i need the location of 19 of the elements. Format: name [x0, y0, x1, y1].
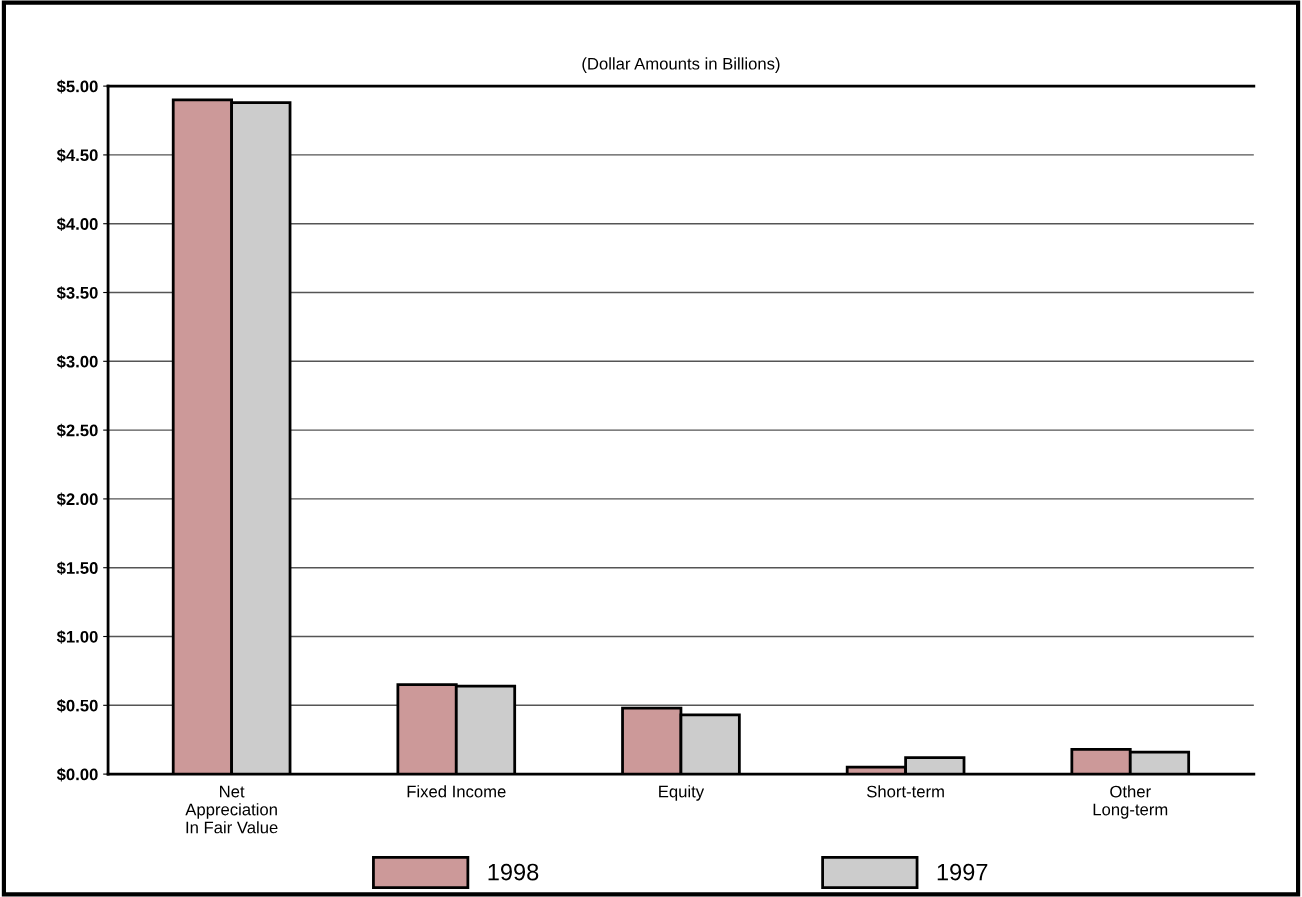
y-tick-label: $0.50 — [56, 698, 98, 713]
y-tick-label: $3.50 — [56, 286, 98, 300]
y-tick-label: $5.00 — [56, 79, 98, 94]
chart-title: (Dollar Amounts in Billions) — [582, 57, 780, 73]
legend-label: 1997 — [937, 863, 988, 881]
x-tick-label: Short-term — [867, 785, 944, 798]
x-tick-label: Fixed Income — [407, 785, 506, 798]
y-tick-label: $0.00 — [56, 767, 98, 782]
y-tick-label: $4.00 — [56, 217, 98, 231]
y-tick-label: $3.00 — [56, 354, 98, 369]
legend-label: 1998 — [488, 863, 539, 881]
y-tick-label: $4.50 — [56, 148, 98, 163]
x-tick-label: Net Appreciation In Fair Value — [185, 785, 278, 834]
y-tick-label: $1.00 — [56, 630, 98, 644]
y-tick-label: $2.50 — [56, 423, 98, 438]
y-tick-label: $1.50 — [56, 561, 98, 575]
y-tick-label: $2.00 — [56, 492, 98, 507]
x-tick-label: Other Long-term — [1093, 785, 1168, 819]
x-tick-label: Equity — [659, 785, 705, 801]
